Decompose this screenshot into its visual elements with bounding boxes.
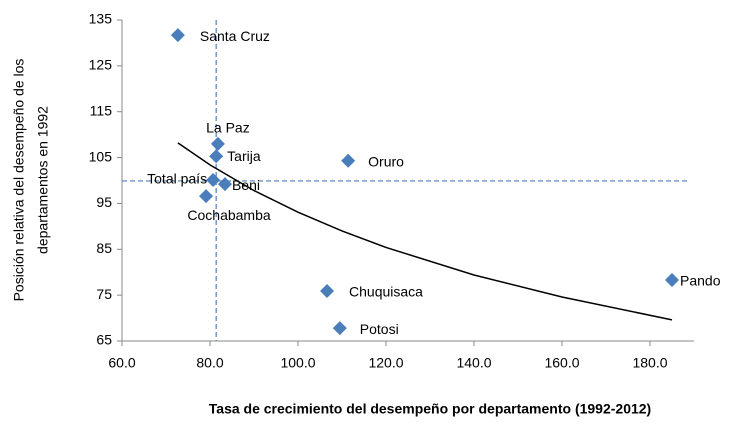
y-tick-label: 85 <box>96 240 112 256</box>
point <box>217 177 232 192</box>
point <box>332 321 347 336</box>
point-label: Oruro <box>368 153 404 169</box>
x-tick-label: 80.0 <box>196 355 223 371</box>
point <box>320 284 335 299</box>
y-axis-title: Posición relativa del desempeño de los d… <box>11 59 51 302</box>
y-tick-label: 135 <box>89 11 113 27</box>
point-label: Chuquisaca <box>349 284 423 300</box>
point-label: Total país <box>147 171 207 187</box>
y-tick-label: 65 <box>96 332 112 348</box>
point-label: Pando <box>680 273 721 289</box>
point-label: Cochabamba <box>187 207 270 223</box>
y-tick-label: 115 <box>90 102 113 118</box>
y-tick-label: 125 <box>89 57 113 73</box>
y-tick-label: 105 <box>89 148 113 164</box>
point <box>665 273 679 288</box>
point-label: Tarija <box>227 148 261 164</box>
y-tick-label: 75 <box>96 286 112 302</box>
point <box>209 149 224 164</box>
x-tick-label: 60.0 <box>108 355 135 371</box>
point-label: Beni <box>232 177 260 193</box>
point <box>210 136 225 151</box>
point-label: Santa Cruz <box>200 28 270 44</box>
point <box>206 173 221 188</box>
x-tick-label: 160.0 <box>544 355 579 371</box>
x-tick-label: 120.0 <box>368 355 403 371</box>
y-tick-label: 95 <box>96 194 112 210</box>
y-axis-title-line: departamentos en 1992 <box>35 106 51 254</box>
x-tick-label: 140.0 <box>456 355 491 371</box>
x-tick-label: 100.0 <box>280 355 315 371</box>
x-axis-title: Tasa de crecimiento del desempeño por de… <box>209 401 651 417</box>
x-tick-label: 180.0 <box>632 355 667 371</box>
point <box>341 153 356 168</box>
point-label: Potosi <box>360 321 399 337</box>
point <box>199 189 214 204</box>
trendline <box>177 142 673 321</box>
point-label: La Paz <box>206 120 250 136</box>
point <box>170 28 185 43</box>
y-axis-title-line: Posición relativa del desempeño de los <box>11 59 27 302</box>
